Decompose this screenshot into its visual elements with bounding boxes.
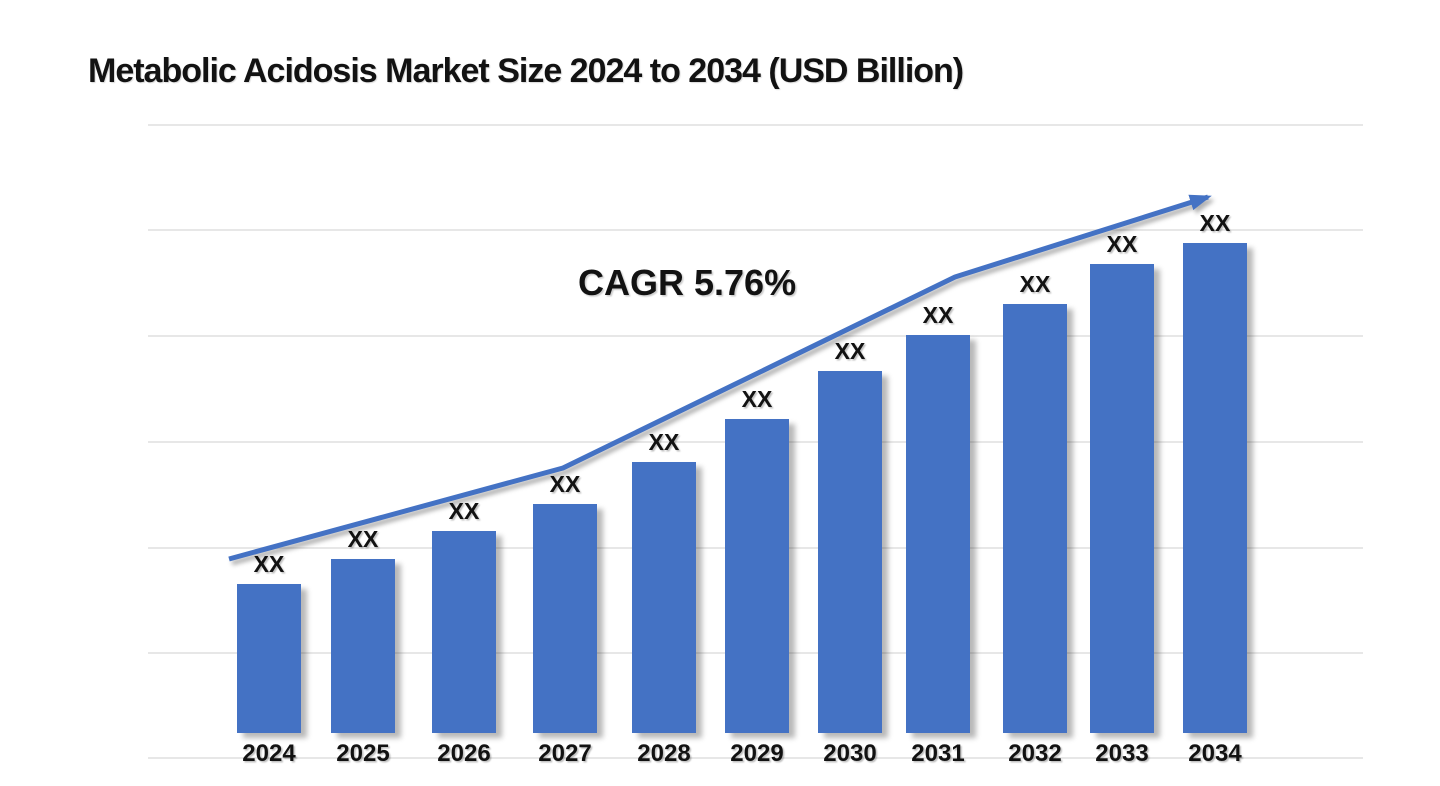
bar-2033	[1090, 264, 1154, 733]
bar-2028	[632, 462, 696, 733]
x-axis-label-2030: 2030	[823, 740, 877, 767]
bar-2029	[725, 419, 789, 733]
bar-2026	[432, 531, 496, 733]
x-axis-label-2034: 2034	[1188, 740, 1242, 767]
x-axis-label-2025: 2025	[336, 740, 390, 767]
gridline	[148, 757, 1363, 759]
x-axis-label-2033: 2033	[1095, 740, 1149, 767]
gridline	[148, 124, 1363, 126]
bar-value-label-2031: XX	[922, 302, 954, 328]
bar-2031	[906, 335, 970, 733]
cagr-annotation: CAGR 5.76%	[578, 262, 797, 303]
x-axis-label-2032: 2032	[1008, 740, 1062, 767]
bar-value-label-2034: XX	[1199, 210, 1231, 236]
bar-value-label-2029: XX	[741, 386, 773, 412]
x-axis-label-2031: 2031	[911, 740, 965, 767]
bar-value-label-2026: XX	[448, 498, 480, 524]
x-axis-label-2026: 2026	[437, 740, 491, 767]
bar-value-label-2033: XX	[1106, 231, 1138, 257]
bar-2032	[1003, 304, 1067, 733]
x-axis-label-2028: 2028	[637, 740, 691, 767]
x-axis-label-2027: 2027	[538, 740, 592, 767]
bar-value-label-2030: XX	[834, 338, 866, 364]
bar-value-label-2027: XX	[549, 471, 581, 497]
bar-2030	[818, 371, 882, 733]
bar-value-label-2032: XX	[1019, 271, 1051, 297]
x-axis-label-2024: 2024	[242, 740, 296, 767]
bar-value-label-2028: XX	[648, 429, 680, 455]
bar-2027	[533, 504, 597, 733]
bar-2034	[1183, 243, 1247, 733]
x-axis-label-2029: 2029	[730, 740, 784, 767]
chart-title: Metabolic Acidosis Market Size 2024 to 2…	[88, 52, 964, 90]
bar-2024	[237, 584, 301, 733]
gridline	[148, 335, 1363, 337]
bar-value-label-2025: XX	[347, 526, 379, 552]
bar-value-label-2024: XX	[253, 551, 285, 577]
bar-2025	[331, 559, 395, 733]
